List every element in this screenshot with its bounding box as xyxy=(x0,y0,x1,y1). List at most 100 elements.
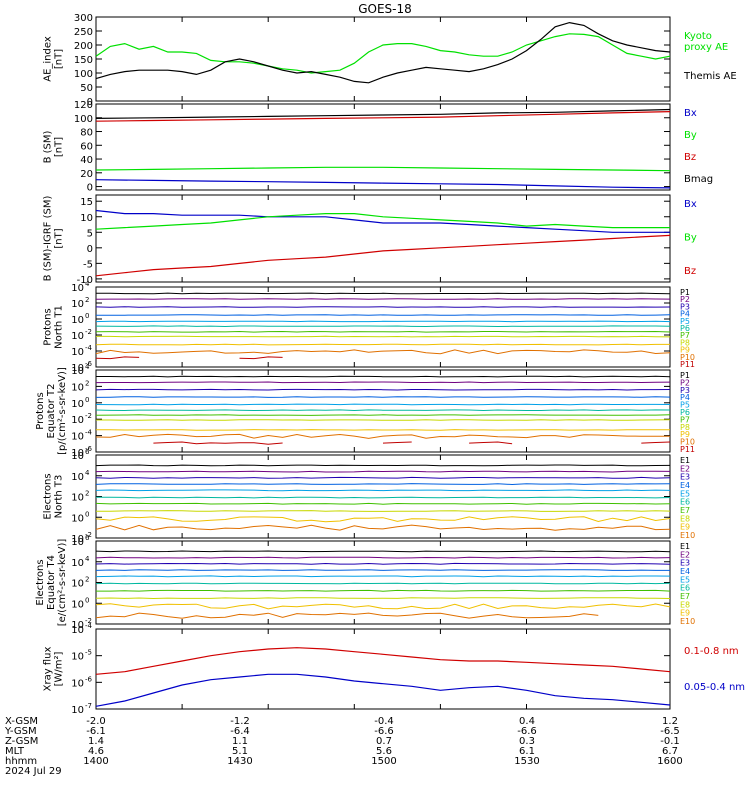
channel-line-p6 xyxy=(95,409,671,412)
channel-label-p7: P7 xyxy=(680,331,690,340)
y-tick-label: 10 xyxy=(71,382,84,393)
channel-label-p4: P4 xyxy=(680,310,690,319)
y-tick-exponent: -2 xyxy=(85,412,92,420)
channel-line-p11 xyxy=(469,441,513,445)
y-tick-label: 10 xyxy=(71,451,84,462)
y-axis-label: [nT] xyxy=(54,228,65,248)
plot-frame xyxy=(95,103,671,191)
channel-label-p9: P9 xyxy=(680,346,690,355)
y-tick-exponent: 0 xyxy=(85,312,89,320)
channel-label-e3: E3 xyxy=(680,559,690,568)
legend-entry: proxy AE xyxy=(684,42,728,53)
y-axis-label: Equator T2 xyxy=(46,384,57,439)
channel-label-p10: P10 xyxy=(680,438,695,447)
y-axis-label: [W/m²] xyxy=(54,651,65,686)
y-tick-label: 0 xyxy=(87,97,93,108)
x-axis-row-label: hhmm xyxy=(5,756,37,767)
x-axis-row-label: Y-GSM xyxy=(4,726,37,737)
x-axis-row-value: 1400 xyxy=(83,756,108,767)
x-axis-row-value: -6.1 xyxy=(86,726,106,737)
y-tick-exponent: -6 xyxy=(85,445,93,453)
y-tick-label: 200 xyxy=(74,41,93,52)
y-axis-label: [nT] xyxy=(54,49,65,69)
channel-line-e2 xyxy=(95,470,671,473)
channel-label-e8: E8 xyxy=(680,514,690,523)
series-line xyxy=(95,647,671,675)
y-tick-exponent: -2 xyxy=(85,617,92,625)
channel-line-p8 xyxy=(96,419,671,421)
y-tick-exponent: -2 xyxy=(85,328,92,336)
channel-line-e5 xyxy=(95,575,671,578)
y-tick-exponent: 2 xyxy=(85,576,89,584)
channel-label-p8: P8 xyxy=(680,423,690,432)
channel-line-p11 xyxy=(641,441,671,444)
y-tick-label: 10 xyxy=(71,537,84,548)
x-axis-row-value: 1500 xyxy=(371,756,396,767)
channel-label-e3: E3 xyxy=(680,473,690,482)
y-tick-label: 10 xyxy=(71,513,84,524)
panel-bsm: 0 20 40 60 80 100 120 B (SM) [nT] Bx By Bz Bmag xyxy=(43,100,714,194)
series-line xyxy=(95,108,671,119)
channel-line-e1 xyxy=(95,550,671,553)
x-axis-row-value: 0.7 xyxy=(376,736,392,747)
y-tick-label: 10 xyxy=(71,625,84,636)
y-tick-label: 80 xyxy=(80,128,93,139)
x-axis-row-value: 6.1 xyxy=(519,746,535,757)
y-tick-exponent: 4 xyxy=(85,555,90,563)
channel-line-p1 xyxy=(95,292,671,295)
channel-line-p11 xyxy=(382,441,412,444)
y-tick-label: 60 xyxy=(80,141,93,152)
y-tick-label: 10 xyxy=(71,399,84,410)
channel-label-p8: P8 xyxy=(680,338,690,347)
channel-label-p6: P6 xyxy=(680,324,690,333)
channel-line-e5 xyxy=(95,489,671,492)
channel-line-p2 xyxy=(95,381,671,384)
series-line xyxy=(95,33,671,74)
channel-line-p5 xyxy=(95,320,671,323)
y-axis-label: Xray flux xyxy=(43,647,54,692)
y-tick-label: 10 xyxy=(71,283,84,294)
y-tick-label: 40 xyxy=(80,155,93,166)
channel-line-p10 xyxy=(95,349,671,355)
y-tick-label: 10 xyxy=(71,432,84,443)
y-tick-label: 0 xyxy=(87,244,93,255)
channel-line-e9 xyxy=(95,603,671,610)
y-tick-label: 10 xyxy=(71,366,84,377)
y-axis-label: Equator T4 xyxy=(46,555,57,610)
y-tick-label: 10 xyxy=(71,534,84,545)
channel-label-e5: E5 xyxy=(680,489,690,498)
y-tick-label: 10 xyxy=(71,347,84,358)
x-axis-row-value: -0.4 xyxy=(374,716,394,727)
series-line xyxy=(95,234,671,277)
y-tick-label: 10 xyxy=(71,599,84,610)
channel-label-e9: E9 xyxy=(680,523,690,532)
y-tick-label: 10 xyxy=(71,620,84,631)
y-tick-exponent: -6 xyxy=(85,360,93,368)
legend-entry: 0.1-0.8 nm xyxy=(684,646,739,657)
panel-ae: 0 50 100 150 200 250 300 AE_index [nT] Kyotoproxy… xyxy=(43,13,737,108)
plot-frame xyxy=(95,628,671,710)
y-tick-exponent: 6 xyxy=(85,534,90,542)
channel-line-e4 xyxy=(95,569,670,571)
channel-line-e10 xyxy=(95,524,671,531)
channel-label-p11: P11 xyxy=(680,445,695,454)
x-axis-row-value: -0.1 xyxy=(660,736,680,747)
y-tick-label: 10 xyxy=(71,678,84,689)
y-tick-label: 10 xyxy=(71,558,84,569)
legend-entry: Bmag xyxy=(684,174,713,185)
channel-line-p11 xyxy=(153,441,283,445)
y-axis-label: [e/(cm²-s-sr-keV)] xyxy=(57,539,68,627)
legend-entry: 0.05-0.4 nm xyxy=(684,682,745,693)
y-axis-label: B (SM) xyxy=(43,130,54,163)
channel-label-p6: P6 xyxy=(680,408,690,417)
chart-title: GOES-18 xyxy=(358,2,412,16)
channel-line-p10 xyxy=(95,433,671,439)
channel-label-e2: E2 xyxy=(680,464,690,473)
channel-label-e1: E1 xyxy=(680,542,690,551)
y-axis-label: North T3 xyxy=(54,475,65,519)
x-axis-row-value: 1.1 xyxy=(232,736,248,747)
x-axis-row-label: Z-GSM xyxy=(5,736,38,747)
